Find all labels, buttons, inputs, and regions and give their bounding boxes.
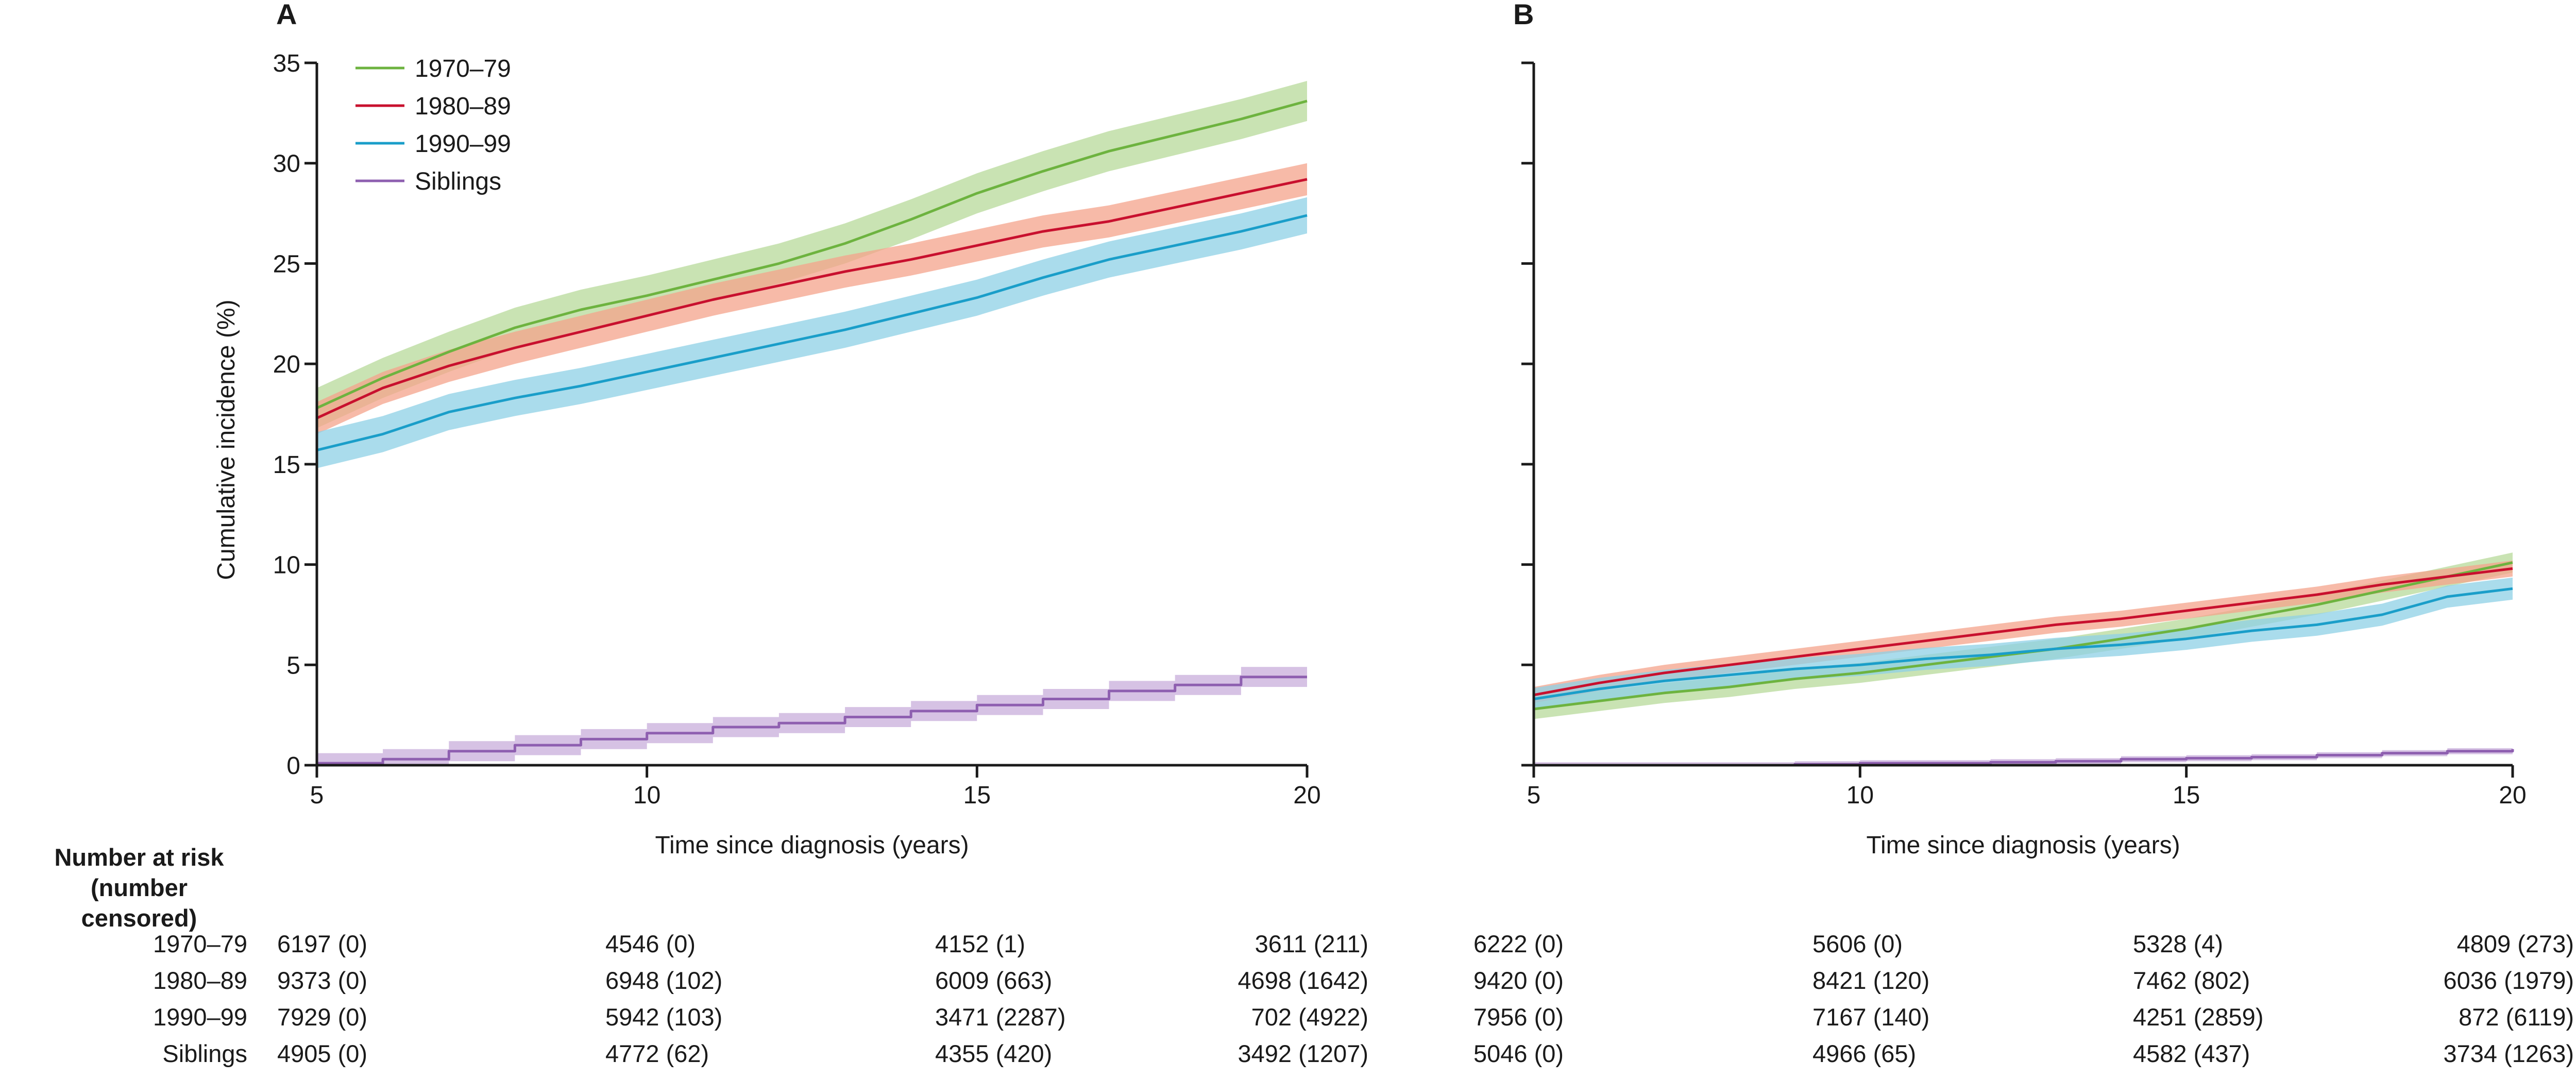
panel-a-risk-cell-siblings-0: 4905 (0) <box>277 1040 368 1067</box>
panel-b-risk-cell-1980-89-3: 6036 (1979) <box>2443 967 2574 994</box>
panel-b-x-tick-label: 20 <box>2499 782 2526 809</box>
panel-b-risk-cell-siblings-3: 3734 (1263) <box>2443 1040 2574 1067</box>
panel-b-risk-cell-1970-79-2: 5328 (4) <box>2133 930 2224 957</box>
panel-a-x-tick-label: 20 <box>1293 782 1320 809</box>
risk-table-title-line2: (number censored) <box>81 873 197 932</box>
panel-a-line-siblings <box>317 676 1307 765</box>
panel-a-line-1970-79 <box>316 99 1308 410</box>
panel-a-y-tick-label: 35 <box>273 50 300 77</box>
risk-row-label-1990-99: 1990–99 <box>153 1003 247 1031</box>
risk-table-title-line1: Number at risk <box>54 844 224 871</box>
panel-a-risk-cell-1990-99-3: 702 (4922) <box>1251 1003 1368 1031</box>
risk-row-label-1970-79: 1970–79 <box>153 930 247 957</box>
panel-a-risk-cell-siblings-2: 4355 (420) <box>935 1040 1053 1067</box>
risk-table-title: Number at risk (number censored) <box>31 843 247 933</box>
legend-label-1970-79: 1970–79 <box>415 55 511 82</box>
panel-a-risk-cell-1980-89-2: 6009 (663) <box>935 967 1053 994</box>
panel-a-band-1980-89 <box>317 163 1307 434</box>
legend-label-1980-89: 1980–89 <box>415 93 511 120</box>
panel-b-risk-cell-1980-89-2: 7462 (802) <box>2133 967 2250 994</box>
panel-a-y-tick-label: 15 <box>273 451 300 479</box>
panel-b-band-1980-89 <box>1534 560 2513 703</box>
legend-label-siblings: Siblings <box>415 168 501 195</box>
panel-b-risk-cell-1990-99-1: 7167 (140) <box>1812 1003 1930 1031</box>
panel-a-x-tick-label: 15 <box>963 782 991 809</box>
legend-label-1990-99: 1990–99 <box>415 130 511 158</box>
panel-a-letter: A <box>276 0 297 30</box>
panel-b-band-1990-99 <box>1534 577 2513 710</box>
panel-b-x-tick-label: 15 <box>2173 782 2200 809</box>
panel-a-y-tick-label: 10 <box>273 552 300 579</box>
panel-a-risk-cell-1970-79-0: 6197 (0) <box>277 930 368 957</box>
risk-row-label-1980-89: 1980–89 <box>153 967 247 994</box>
panel-b-risk-cell-1980-89-0: 9420 (0) <box>1473 967 1564 994</box>
panel-b-risk-cell-1990-99-0: 7956 (0) <box>1473 1003 1564 1031</box>
panel-b-risk-cell-1980-89-1: 8421 (120) <box>1812 967 1930 994</box>
panel-b-line-1990-99 <box>1533 587 2513 700</box>
risk-row-label-siblings: Siblings <box>162 1040 247 1067</box>
panel-a-risk-cell-1990-99-2: 3471 (2287) <box>935 1003 1066 1031</box>
panel-a-risk-cell-1970-79-2: 4152 (1) <box>935 930 1026 957</box>
panel-a-series-lines <box>316 99 1308 765</box>
panel-a-y-tick-label: 5 <box>286 652 300 679</box>
panel-a-x-tick-label: 10 <box>633 782 660 809</box>
panel-a-legend: 1970–79 1980–89 1990–99 Siblings <box>355 55 511 195</box>
panel-b-confidence-bands <box>1534 552 2513 765</box>
panel-a-risk-cell-1980-89-3: 4698 (1642) <box>1238 967 1368 994</box>
panel-b-axes: 5 10 15 20 Time since diagnosis (years) <box>1521 61 2527 859</box>
panel-a-y-tick-label: 0 <box>286 752 300 780</box>
panel-a-x-tick-label: 5 <box>310 782 324 809</box>
panel-b-risk-cell-1990-99-3: 872 (6119) <box>2459 1003 2574 1031</box>
panel-a-y-tick-label: 25 <box>273 250 300 278</box>
panel-a-risk-cell-1990-99-0: 7929 (0) <box>277 1003 368 1031</box>
panel-b-x-tick-label: 10 <box>1846 782 1874 809</box>
panel-a-line-1990-99 <box>316 214 1308 452</box>
panel-a-risk-cell-1980-89-1: 6948 (102) <box>605 967 723 994</box>
panel-a-risk-cell-siblings-3: 3492 (1207) <box>1238 1040 1368 1067</box>
panel-a-band-siblings <box>317 667 1307 765</box>
panel-a-y-tick-label: 30 <box>273 150 300 178</box>
panel-b-letter: B <box>1513 0 1534 30</box>
panel-a-risk-cell-1970-79-1: 4546 (0) <box>605 930 696 957</box>
panel-a-x-axis-label: Time since diagnosis (years) <box>655 832 969 859</box>
panel-b-risk-cell-siblings-1: 4966 (65) <box>1812 1040 1917 1067</box>
panel-b-plot: 5 10 15 20 Time since diagnosis (years) <box>1521 61 2527 859</box>
panel-b-risk-cell-siblings-2: 4582 (437) <box>2133 1040 2250 1067</box>
panel-b-risk-cell-1970-79-3: 4809 (273) <box>2456 930 2574 957</box>
panel-b-risk-cell-siblings-0: 5046 (0) <box>1473 1040 1564 1067</box>
panel-b-risk-cell-1970-79-0: 6222 (0) <box>1473 930 1564 957</box>
panel-a-y-axis-label: Cumulative incidence (%) <box>213 299 240 580</box>
panel-a-line-1980-89 <box>316 178 1308 419</box>
panel-b-x-tick-label: 5 <box>1527 782 1541 809</box>
panel-a-band-1990-99 <box>317 197 1307 468</box>
panel-b-risk-cell-1990-99-2: 4251 (2859) <box>2133 1003 2264 1031</box>
panel-b-risk-cell-1970-79-1: 5606 (0) <box>1812 930 1903 957</box>
panel-b-x-axis-label: Time since diagnosis (years) <box>1866 832 2180 859</box>
panel-a-risk-cell-siblings-1: 4772 (62) <box>605 1040 709 1067</box>
panel-a-risk-cell-1970-79-3: 3611 (211) <box>1255 930 1368 957</box>
panel-a-y-tick-label: 20 <box>273 351 300 378</box>
panel-b-line-1980-89 <box>1533 567 2513 697</box>
panel-a-risk-cell-1990-99-1: 5942 (103) <box>605 1003 723 1031</box>
panel-a-risk-cell-1980-89-0: 9373 (0) <box>277 967 368 994</box>
